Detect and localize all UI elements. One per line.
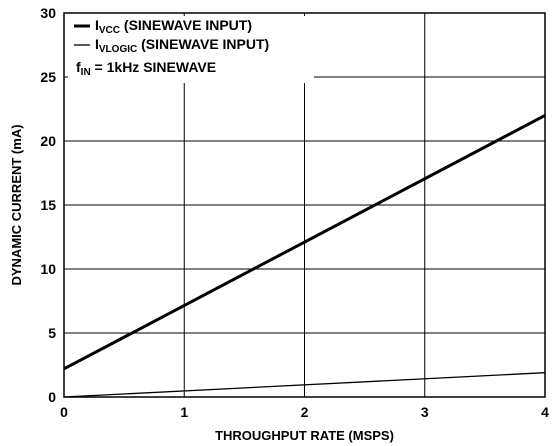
plot-frame [63, 12, 546, 398]
x-tick-label: 2 [301, 404, 309, 420]
y-tick-label: 10 [40, 261, 56, 277]
x-tick-label: 0 [60, 404, 68, 420]
frequency-annotation: fIN = 1kHz SINEWAVE [76, 59, 216, 78]
legend-label-vlogic: IVLOGIC (SINEWAVE INPUT) [95, 36, 269, 55]
y-tick-label: 15 [40, 197, 56, 213]
x-tick-label: 3 [421, 404, 429, 420]
legend-background [68, 16, 314, 83]
tick-labels: 0 1 2 3 4 0 5 10 15 20 25 30 [40, 5, 549, 420]
y-tick-label: 0 [48, 389, 56, 405]
legend-label-vcc: IVCC (SINEWAVE INPUT) [95, 17, 252, 36]
x-tick-label: 4 [541, 404, 549, 420]
series-line-vlogic [63, 372, 546, 398]
y-tick-label: 20 [40, 133, 56, 149]
legend: IVCC (SINEWAVE INPUT)IVLOGIC (SINEWAVE I… [74, 17, 269, 78]
x-tick-label: 1 [180, 404, 188, 420]
x-axis-label: THROUGHPUT RATE (MSPS) [215, 428, 394, 443]
series-line-vcc [63, 114, 546, 371]
y-tick-label: 30 [40, 5, 56, 21]
y-tick-label: 5 [48, 325, 56, 341]
y-tick-label: 25 [40, 69, 56, 85]
y-axis-label: DYNAMIC CURRENT (mA) [9, 124, 24, 285]
series-lines [63, 114, 546, 398]
